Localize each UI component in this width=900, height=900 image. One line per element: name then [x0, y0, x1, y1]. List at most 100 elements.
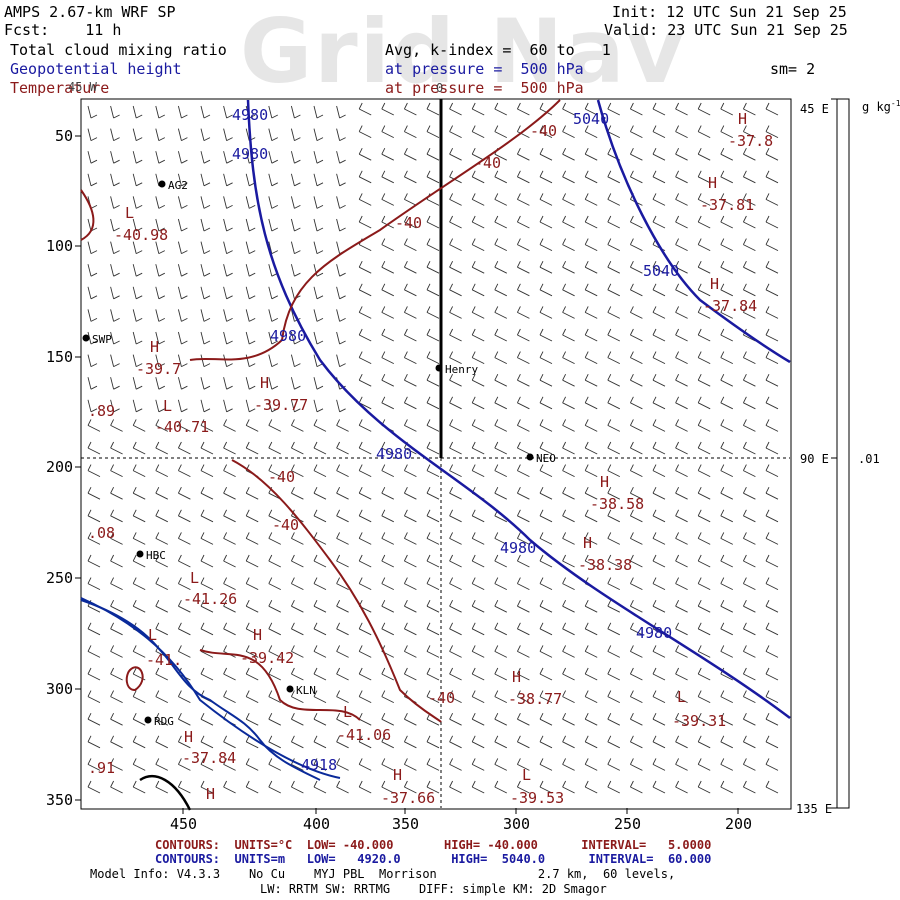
temperature-label: L [148, 626, 157, 644]
wind-barb [426, 283, 440, 297]
wind-barb [358, 283, 372, 297]
wind-barb [697, 780, 711, 794]
wind-barb [155, 622, 169, 636]
wind-barb [516, 147, 530, 161]
wind-barb [584, 464, 598, 478]
wind-barb [697, 147, 711, 161]
wind-barb [200, 464, 214, 478]
wind-barb [629, 396, 643, 410]
wind-barb [132, 331, 143, 345]
lon-label-135e: 135 E [796, 802, 833, 816]
wind-barb [652, 735, 666, 749]
wind-barb [471, 328, 485, 342]
temp-contour-minus40-north [189, 99, 561, 361]
wind-barb [539, 283, 553, 297]
wind-barb [268, 377, 279, 390]
wind-barb [403, 622, 417, 636]
temperature-label: -37.84 [182, 749, 236, 767]
wind-barb [539, 396, 553, 410]
wind-barb [539, 735, 553, 749]
wind-barb [539, 373, 553, 387]
wind-barb [268, 196, 279, 209]
station-label: Henry [445, 363, 478, 376]
wind-barb [607, 622, 621, 636]
station-label: KLN [296, 684, 316, 697]
wind-barb [471, 712, 485, 726]
wind-barb [155, 286, 166, 300]
wind-barb [494, 102, 508, 116]
wind-barb [697, 283, 711, 297]
wind-barb [200, 286, 211, 300]
wind-barb [471, 441, 485, 455]
wind-barb [539, 125, 553, 139]
wind-barb [426, 509, 440, 523]
wind-barb [245, 554, 259, 568]
temperature-label: H [260, 374, 269, 392]
wind-barb [765, 599, 779, 613]
wind-barb [584, 486, 598, 500]
wind-barb [313, 486, 327, 500]
wind-barb [358, 373, 372, 387]
wind-barb [200, 105, 211, 119]
wind-barb [177, 286, 188, 300]
wind-barb [110, 196, 120, 209]
wind-barb [629, 102, 643, 116]
wind-barb [177, 441, 191, 455]
wind-barb [584, 306, 598, 319]
wind-barb [584, 780, 598, 794]
wind-barb [381, 102, 395, 116]
wind-barb [381, 622, 395, 636]
wind-barb [742, 712, 756, 726]
wind-barb [449, 373, 462, 387]
wind-barb [245, 780, 259, 794]
height-contour-info: CONTOURS: UNITS=m LOW= 4920.0 HIGH= 5040… [155, 852, 712, 866]
wind-barb [200, 173, 211, 187]
wind-barb [494, 486, 508, 500]
wind-barb [177, 577, 191, 591]
wind-barb [155, 399, 166, 413]
wind-barb [223, 735, 236, 749]
wind-barb [607, 419, 621, 432]
wind-barb [629, 486, 643, 500]
wind-barb [313, 419, 327, 432]
wind-barb [381, 373, 395, 387]
wind-barb [652, 577, 666, 591]
wind-barb [720, 125, 734, 139]
wind-barb [132, 151, 143, 164]
land-boundary [139, 775, 192, 811]
wind-barb [449, 396, 462, 410]
wind-barb [471, 238, 485, 252]
wind-barb [675, 260, 688, 274]
wind-barb [313, 645, 327, 658]
temperature-label: -40 [428, 689, 455, 707]
wind-barb [426, 147, 440, 161]
wind-barb [449, 283, 462, 297]
wind-barb [245, 667, 259, 681]
wind-barb [223, 399, 233, 413]
wind-barb [155, 151, 166, 164]
temperature-label: -40.98 [114, 226, 168, 244]
wind-barb [358, 735, 372, 749]
wind-barb [403, 509, 417, 523]
wind-barb [675, 102, 688, 116]
x-tick-label: 300 [503, 815, 531, 833]
wind-barb [336, 690, 349, 704]
temperature-label: -41.26 [183, 590, 237, 608]
wind-barb [358, 758, 372, 771]
wind-barb [223, 105, 233, 119]
wind-barb [290, 690, 304, 704]
wind-barb [155, 554, 169, 568]
wind-barb [381, 577, 395, 591]
wind-barb [245, 331, 256, 345]
wind-barb [155, 599, 169, 613]
wind-barb [381, 690, 395, 704]
wind-barb [652, 532, 666, 545]
wind-barb [223, 690, 236, 704]
wind-barb [449, 328, 462, 342]
wind-barb [313, 399, 324, 413]
wind-barb [652, 509, 666, 523]
wind-barb [336, 441, 349, 455]
wind-barb [494, 328, 508, 342]
wind-barb [177, 264, 188, 277]
wind-barb [449, 464, 462, 478]
